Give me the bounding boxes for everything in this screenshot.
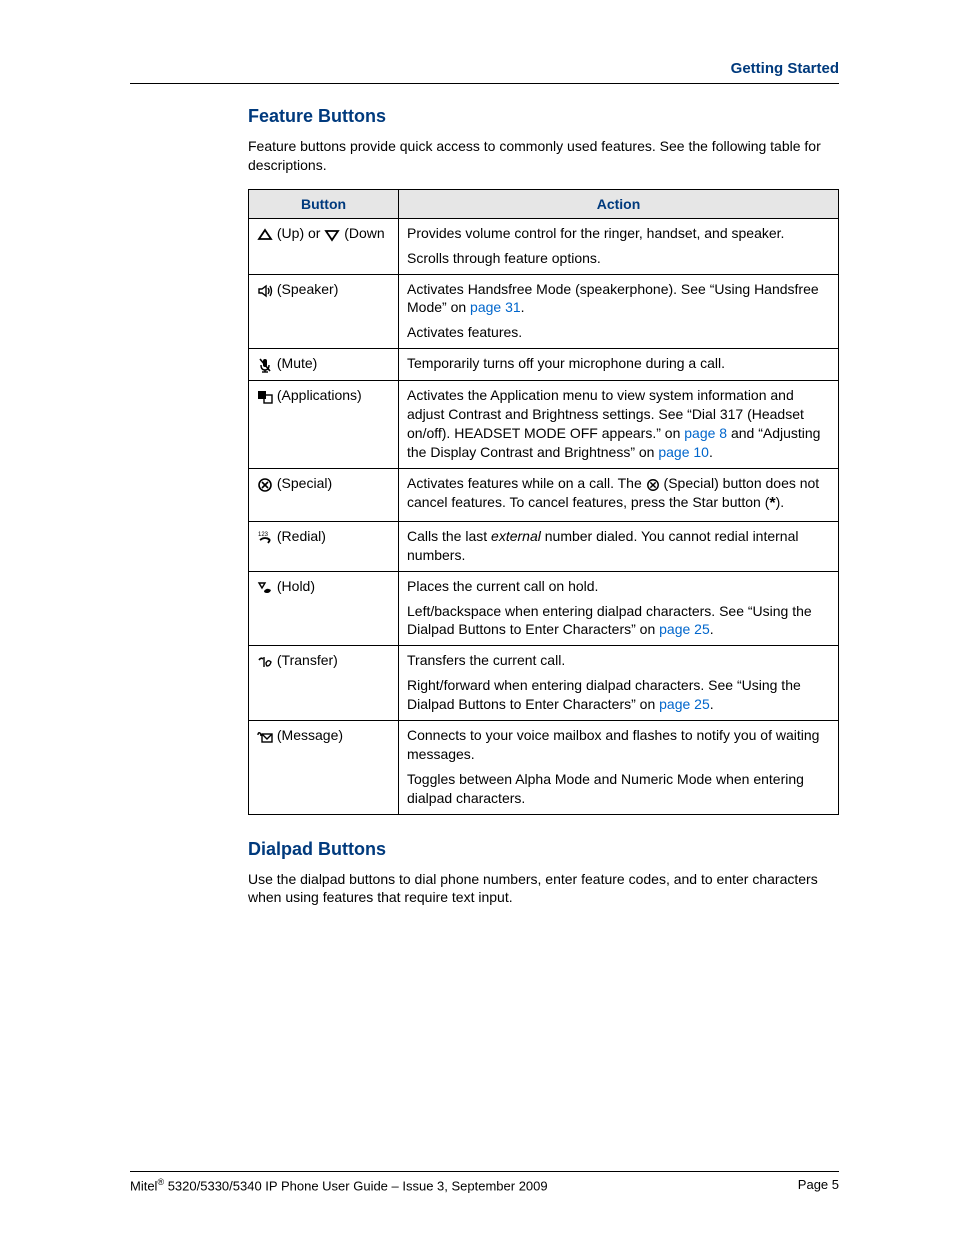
action-text: Left/backspace when entering dialpad cha… xyxy=(407,602,830,640)
button-cell: (Mute) xyxy=(249,349,399,381)
special-icon xyxy=(646,474,660,493)
special-icon xyxy=(257,474,273,493)
action-text: Activates features. xyxy=(407,323,830,342)
button-cell: (Hold) xyxy=(249,571,399,646)
action-text: Right/forward when entering dialpad char… xyxy=(407,676,830,714)
action-cell: Provides volume control for the ringer, … xyxy=(399,218,839,274)
intro-dialpad-buttons: Use the dialpad buttons to dial phone nu… xyxy=(248,870,839,908)
action-text: Toggles between Alpha Mode and Numeric M… xyxy=(407,770,830,808)
redial-icon: 123 xyxy=(257,528,273,547)
down-icon xyxy=(324,225,340,244)
footer: Mitel® 5320/5330/5340 IP Phone User Guid… xyxy=(130,1171,839,1193)
action-text: Places the current call on hold. xyxy=(407,577,830,596)
action-text: Connects to your voice mailbox and flash… xyxy=(407,726,830,764)
action-cell: Activates Handsfree Mode (speakerphone).… xyxy=(399,274,839,349)
action-cell: Calls the last external number dialed. Y… xyxy=(399,521,839,571)
feature-buttons-table: Button Action (Up) or (Down Provides volu… xyxy=(248,189,839,815)
action-text: Activates the Application menu to view s… xyxy=(407,386,830,462)
footer-brand: Mitel xyxy=(130,1178,157,1193)
svg-text:123: 123 xyxy=(258,532,269,538)
action-cell: Connects to your voice mailbox and flash… xyxy=(399,720,839,814)
table-row: (Applications)Activates the Application … xyxy=(249,380,839,468)
action-text: Temporarily turns off your microphone du… xyxy=(407,354,830,373)
speaker-icon xyxy=(257,280,273,299)
table-row: (Speaker)Activates Handsfree Mode (speak… xyxy=(249,274,839,349)
button-cell: (Speaker) xyxy=(249,274,399,349)
table-row: (Hold) Places the current call on hold. Le… xyxy=(249,571,839,646)
page-xref[interactable]: page 31 xyxy=(470,299,521,315)
action-cell: Places the current call on hold. Left/bac… xyxy=(399,571,839,646)
action-cell: Temporarily turns off your microphone du… xyxy=(399,349,839,381)
table-row: (Mute) Temporarily turns off your microph… xyxy=(249,349,839,381)
button-cell: (Applications) xyxy=(249,380,399,468)
action-text: Provides volume control for the ringer, … xyxy=(407,224,830,243)
page-xref[interactable]: page 10 xyxy=(658,444,709,460)
page: Getting Started Feature Buttons Feature … xyxy=(0,0,954,1235)
table-row: (Transfer) Transfers the current call. Rig… xyxy=(249,646,839,721)
intro-feature-buttons: Feature buttons provide quick access to … xyxy=(248,137,839,175)
transfer-icon xyxy=(257,652,273,671)
page-xref[interactable]: page 25 xyxy=(659,621,710,637)
apps-icon xyxy=(257,387,273,406)
button-cell: (Special) xyxy=(249,468,399,521)
action-cell: Activates the Application menu to view s… xyxy=(399,380,839,468)
table-row: (Special)Activates features while on a c… xyxy=(249,468,839,521)
action-text: Transfers the current call. xyxy=(407,651,830,670)
button-cell: (Up) or (Down xyxy=(249,218,399,274)
action-text: Scrolls through feature options. xyxy=(407,249,830,268)
action-cell: Activates features while on a call. The … xyxy=(399,468,839,521)
footer-page: Page 5 xyxy=(798,1177,839,1193)
footer-left: Mitel® 5320/5330/5340 IP Phone User Guid… xyxy=(130,1177,548,1193)
message-icon xyxy=(257,727,273,746)
star-symbol: * xyxy=(769,495,775,512)
heading-dialpad-buttons: Dialpad Buttons xyxy=(248,839,839,860)
action-text: Calls the last external number dialed. Y… xyxy=(407,527,830,565)
button-cell: (Transfer) xyxy=(249,646,399,721)
hold-icon xyxy=(257,577,273,596)
table-row: 123 (Redial)Calls the last external numb… xyxy=(249,521,839,571)
content: Feature Buttons Feature buttons provide … xyxy=(248,84,839,907)
page-xref[interactable]: page 8 xyxy=(684,425,727,441)
table-row: (Message)Connects to your voice mailbox … xyxy=(249,720,839,814)
button-cell: (Message) xyxy=(249,720,399,814)
th-button: Button xyxy=(249,189,399,218)
footer-title: 5320/5330/5340 IP Phone User Guide – Iss… xyxy=(164,1178,548,1193)
emphasis: external xyxy=(491,528,541,544)
button-cell: 123 (Redial) xyxy=(249,521,399,571)
table-row: (Up) or (Down Provides volume control for… xyxy=(249,218,839,274)
action-text: Activates Handsfree Mode (speakerphone).… xyxy=(407,280,830,318)
action-cell: Transfers the current call. Right/forward… xyxy=(399,646,839,721)
th-action: Action xyxy=(399,189,839,218)
up-icon xyxy=(257,225,273,244)
page-xref[interactable]: page 25 xyxy=(659,696,710,712)
mute-icon xyxy=(257,355,273,374)
action-text: Activates features while on a call. The … xyxy=(407,474,830,515)
heading-feature-buttons: Feature Buttons xyxy=(248,106,839,127)
running-header: Getting Started xyxy=(130,60,839,84)
